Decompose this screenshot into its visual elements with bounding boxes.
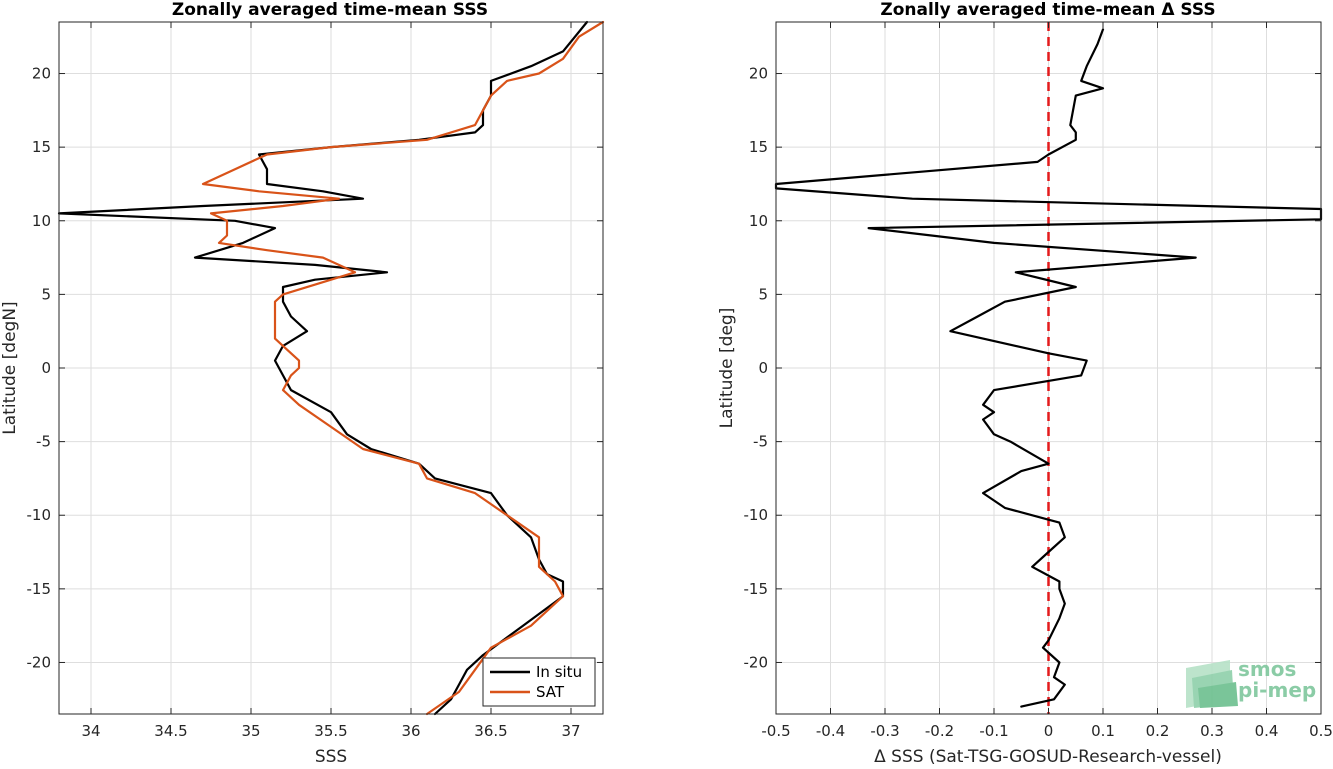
delta-sss-x-axis-label: Δ SSS (Sat-TSG-GOSUD-Research-vessel): [874, 747, 1222, 765]
sss-x-tick-label: 36: [401, 722, 420, 740]
sss-y-tick-label: -10: [27, 506, 52, 524]
sss-y-axis-label: Latitude [degN]: [0, 301, 20, 434]
delta-sss-y-tick-label: 5: [758, 285, 768, 303]
delta-sss-y-axis-label: Latitude [deg]: [717, 308, 737, 429]
delta-sss-y-tick-label: -20: [744, 653, 769, 671]
delta-sss-panel: Zonally averaged time-mean Δ SSS smos pi…: [717, 0, 1333, 767]
sss-y-tick-label: 10: [32, 212, 51, 230]
delta-sss-series: [774, 28, 1323, 708]
delta-sss-ticks: -0.5 -0.4 -0.3 -0.2 -0.1 0 0.1 0.2 0.3 0.4 0.5 -20 -…: [744, 22, 1333, 740]
logo-wave-shape-front: [1198, 682, 1238, 708]
legend-box: [482, 657, 596, 707]
sss-y-tick-label: 5: [41, 285, 51, 303]
delta-sss-y-tick-label: -10: [744, 506, 769, 524]
sss-panel: Zonally averaged time-mean SSS 34 34.5 35 3…: [0, 0, 605, 767]
logo-text-smos: smos: [1238, 657, 1296, 681]
delta-sss-x-tick-label: 0: [1044, 722, 1054, 740]
delta-sss-y-tick-label: 0: [758, 359, 768, 377]
sss-x-tick-label: 37: [561, 722, 580, 740]
sss-series-line-sat: [201, 20, 605, 716]
delta-sss-x-tick-label: -0.2: [925, 722, 954, 740]
sss-legend: In situ SAT: [482, 657, 596, 707]
delta-sss-chart-title: Zonally averaged time-mean Δ SSS: [880, 0, 1215, 20]
legend-label-in-situ: In situ: [536, 663, 582, 681]
delta-sss-x-tick-label: 0.5: [1309, 722, 1333, 740]
delta-sss-series-line-delta: [774, 28, 1323, 708]
sss-x-tick-label: 34.5: [154, 722, 187, 740]
sss-ticks: 34 34.5 35 35.5 36 36.5 37 -20 -15 -10 -5 0 5 10 15 20: [27, 22, 603, 740]
sss-y-tick-label: 15: [32, 138, 51, 156]
delta-sss-x-tick-label: -0.3: [870, 722, 899, 740]
delta-sss-x-tick-label: 0.1: [1091, 722, 1115, 740]
delta-sss-x-tick-label: -0.1: [979, 722, 1008, 740]
delta-sss-y-tick-label: 10: [749, 212, 768, 230]
delta-sss-x-tick-label: 0.4: [1255, 722, 1279, 740]
smos-pi-mep-logo: smos pi-mep: [1186, 657, 1316, 708]
sss-y-tick-label: -15: [27, 580, 52, 598]
delta-sss-y-tick-label: 15: [749, 138, 768, 156]
sss-series: [57, 20, 605, 716]
sss-x-tick-label: 35: [241, 722, 260, 740]
delta-sss-y-tick-label: -15: [744, 580, 769, 598]
logo-text-pi-mep: pi-mep: [1238, 678, 1316, 702]
sss-y-tick-label: 0: [41, 359, 51, 377]
sss-x-tick-label: 36.5: [474, 722, 507, 740]
sss-grid: [59, 22, 603, 714]
delta-sss-x-tick-label: -0.4: [816, 722, 845, 740]
sss-y-tick-label: -20: [27, 653, 52, 671]
delta-sss-y-tick-label: 20: [749, 65, 768, 83]
delta-sss-x-tick-label: 0.3: [1200, 722, 1224, 740]
sss-y-tick-label: -5: [36, 433, 51, 451]
sss-chart-title: Zonally averaged time-mean SSS: [172, 0, 488, 20]
legend-label-sat: SAT: [536, 683, 565, 701]
delta-sss-x-tick-label: -0.5: [761, 722, 790, 740]
sss-x-axis-label: SSS: [315, 747, 347, 765]
sss-x-tick-label: 34: [81, 722, 100, 740]
sss-x-tick-label: 35.5: [314, 722, 347, 740]
sss-y-tick-label: 20: [32, 65, 51, 83]
delta-sss-x-tick-label: 0.2: [1146, 722, 1170, 740]
delta-sss-y-tick-label: -5: [753, 433, 768, 451]
